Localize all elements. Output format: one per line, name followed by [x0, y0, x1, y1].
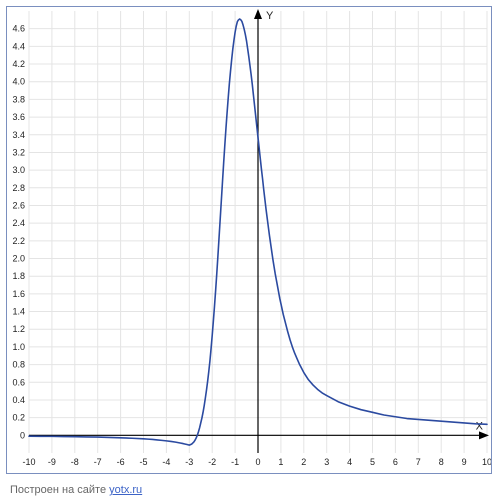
svg-text:1.6: 1.6 — [12, 289, 25, 299]
svg-text:-4: -4 — [162, 457, 170, 467]
svg-text:10: 10 — [482, 457, 491, 467]
svg-text:0: 0 — [20, 430, 25, 440]
svg-text:4.0: 4.0 — [12, 77, 25, 87]
svg-text:9: 9 — [462, 457, 467, 467]
svg-text:2.8: 2.8 — [12, 183, 25, 193]
svg-text:3.6: 3.6 — [12, 112, 25, 122]
svg-text:-2: -2 — [208, 457, 216, 467]
svg-text:4.2: 4.2 — [12, 59, 25, 69]
svg-text:1: 1 — [278, 457, 283, 467]
svg-text:2.0: 2.0 — [12, 254, 25, 264]
footer-link[interactable]: yotx.ru — [109, 484, 142, 496]
svg-text:3.2: 3.2 — [12, 147, 25, 157]
footer-caption: Построен на сайте — [10, 484, 109, 496]
svg-text:3.4: 3.4 — [12, 130, 25, 140]
svg-text:-5: -5 — [139, 457, 147, 467]
svg-text:3.0: 3.0 — [12, 165, 25, 175]
svg-text:1.8: 1.8 — [12, 271, 25, 281]
svg-text:Y: Y — [266, 10, 274, 22]
svg-text:4.4: 4.4 — [12, 41, 25, 51]
footer-text: Построен на сайте yotx.ru — [10, 484, 142, 496]
svg-text:6: 6 — [393, 457, 398, 467]
svg-text:3: 3 — [324, 457, 329, 467]
svg-text:-1: -1 — [231, 457, 239, 467]
svg-text:-6: -6 — [117, 457, 125, 467]
chart-plot: YX-10-9-8-7-6-5-4-3-2-101234567891000.20… — [7, 7, 491, 473]
svg-text:2.2: 2.2 — [12, 236, 25, 246]
svg-text:1.2: 1.2 — [12, 324, 25, 334]
svg-text:7: 7 — [416, 457, 421, 467]
svg-text:-7: -7 — [94, 457, 102, 467]
svg-text:0: 0 — [255, 457, 260, 467]
svg-text:0.2: 0.2 — [12, 413, 25, 423]
svg-text:4.6: 4.6 — [12, 24, 25, 34]
svg-text:X: X — [476, 420, 484, 432]
svg-text:1.4: 1.4 — [12, 307, 25, 317]
svg-text:1.0: 1.0 — [12, 342, 25, 352]
svg-text:-9: -9 — [48, 457, 56, 467]
svg-text:-8: -8 — [71, 457, 79, 467]
svg-text:0.6: 0.6 — [12, 377, 25, 387]
chart-panel: YX-10-9-8-7-6-5-4-3-2-101234567891000.20… — [6, 6, 492, 474]
svg-text:8: 8 — [439, 457, 444, 467]
svg-text:0.8: 0.8 — [12, 360, 25, 370]
svg-text:2.6: 2.6 — [12, 200, 25, 210]
svg-text:0.4: 0.4 — [12, 395, 25, 405]
chart-wrapper: YX-10-9-8-7-6-5-4-3-2-101234567891000.20… — [0, 0, 500, 502]
svg-text:4: 4 — [347, 457, 352, 467]
svg-text:2.4: 2.4 — [12, 218, 25, 228]
svg-text:-3: -3 — [185, 457, 193, 467]
svg-text:5: 5 — [370, 457, 375, 467]
svg-text:3.8: 3.8 — [12, 94, 25, 104]
svg-text:-10: -10 — [22, 457, 35, 467]
svg-text:2: 2 — [301, 457, 306, 467]
